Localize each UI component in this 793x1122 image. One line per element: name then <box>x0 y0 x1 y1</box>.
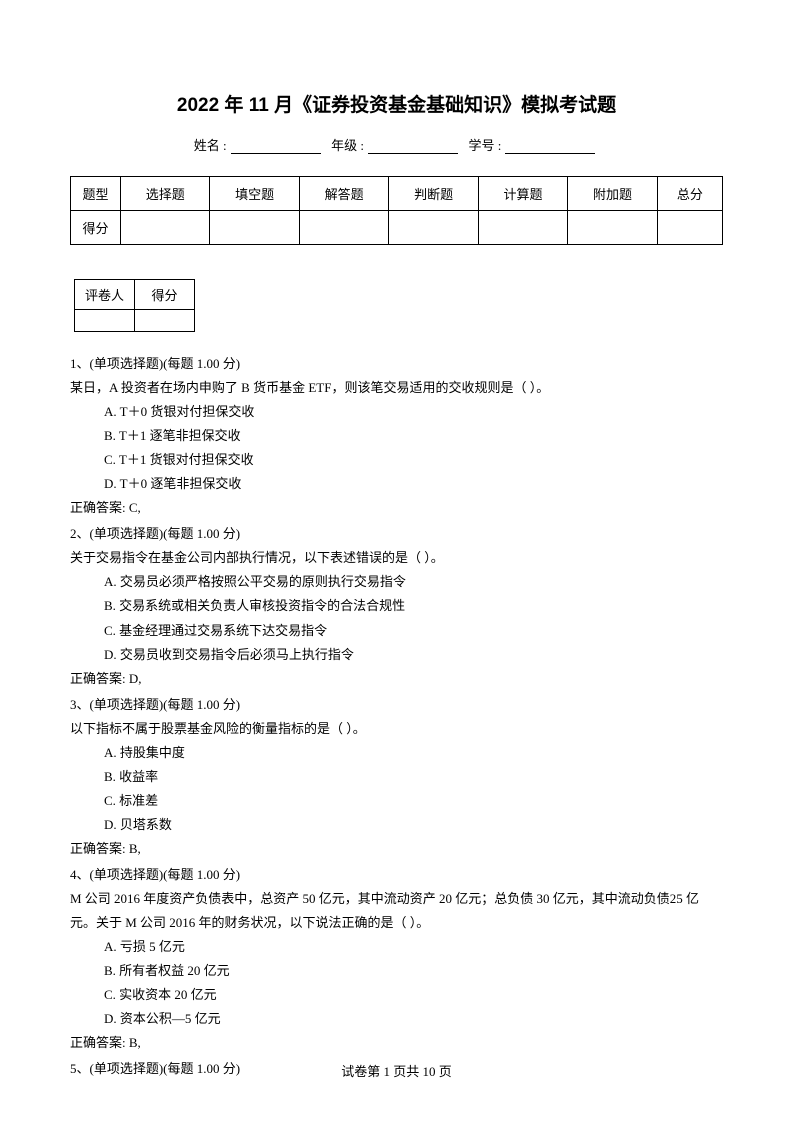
question-header: 4、(单项选择题)(每题 1.00 分) <box>70 863 723 887</box>
score-cell[interactable] <box>389 211 478 245</box>
name-label: 姓名 : <box>194 138 227 153</box>
question-option: D. 资本公积—5 亿元 <box>70 1007 723 1031</box>
questions-container: 1、(单项选择题)(每题 1.00 分)某日，A 投资者在场内申购了 B 货币基… <box>70 352 723 1081</box>
table-row: 得分 <box>71 211 723 245</box>
col-header: 填空题 <box>210 177 299 211</box>
score-cell[interactable] <box>299 211 388 245</box>
question-stem: 关于交易指令在基金公司内部执行情况，以下表述错误的是（ ）。 <box>70 546 723 570</box>
question-block: 1、(单项选择题)(每题 1.00 分)某日，A 投资者在场内申购了 B 货币基… <box>70 352 723 520</box>
score-table: 题型 选择题 填空题 解答题 判断题 计算题 附加题 总分 得分 <box>70 176 723 245</box>
col-header: 附加题 <box>568 177 657 211</box>
question-option: B. 所有者权益 20 亿元 <box>70 959 723 983</box>
name-blank[interactable] <box>231 140 321 154</box>
question-option: A. 亏损 5 亿元 <box>70 935 723 959</box>
question-stem: 某日，A 投资者在场内申购了 B 货币基金 ETF，则该笔交易适用的交收规则是（… <box>70 376 723 400</box>
grader-table: 评卷人 得分 <box>74 279 195 332</box>
score-cell[interactable] <box>568 211 657 245</box>
question-stem: M 公司 2016 年度资产负债表中，总资产 50 亿元，其中流动资产 20 亿… <box>70 887 723 935</box>
score-cell[interactable] <box>121 211 210 245</box>
question-block: 2、(单项选择题)(每题 1.00 分)关于交易指令在基金公司内部执行情况，以下… <box>70 522 723 690</box>
grader-cell[interactable] <box>75 310 135 332</box>
question-option: D. 交易员收到交易指令后必须马上执行指令 <box>70 643 723 667</box>
col-header: 总分 <box>657 177 722 211</box>
question-header: 3、(单项选择题)(每题 1.00 分) <box>70 693 723 717</box>
col-header: 判断题 <box>389 177 478 211</box>
row-type-label: 题型 <box>71 177 121 211</box>
question-answer: 正确答案: C, <box>70 496 723 520</box>
question-option: A. 交易员必须严格按照公平交易的原则执行交易指令 <box>70 570 723 594</box>
question-option: B. 收益率 <box>70 765 723 789</box>
grade-blank[interactable] <box>368 140 458 154</box>
question-option: C. T＋1 货银对付担保交收 <box>70 448 723 472</box>
grader-label: 评卷人 <box>75 280 135 310</box>
question-header: 2、(单项选择题)(每题 1.00 分) <box>70 522 723 546</box>
question-option: A. 持股集中度 <box>70 741 723 765</box>
question-block: 3、(单项选择题)(每题 1.00 分)以下指标不属于股票基金风险的衡量指标的是… <box>70 693 723 861</box>
question-stem: 以下指标不属于股票基金风险的衡量指标的是（ ）。 <box>70 717 723 741</box>
question-option: C. 基金经理通过交易系统下达交易指令 <box>70 619 723 643</box>
grader-score-label: 得分 <box>135 280 195 310</box>
grade-label: 年级 : <box>331 138 364 153</box>
col-header: 选择题 <box>121 177 210 211</box>
question-answer: 正确答案: B, <box>70 837 723 861</box>
question-option: B. 交易系统或相关负责人审核投资指令的合法合规性 <box>70 594 723 618</box>
table-row <box>75 310 195 332</box>
table-row: 评卷人 得分 <box>75 280 195 310</box>
row-score-label: 得分 <box>71 211 121 245</box>
question-header: 1、(单项选择题)(每题 1.00 分) <box>70 352 723 376</box>
question-option: A. T＋0 货银对付担保交收 <box>70 400 723 424</box>
question-option: C. 标准差 <box>70 789 723 813</box>
col-header: 解答题 <box>299 177 388 211</box>
question-block: 4、(单项选择题)(每题 1.00 分)M 公司 2016 年度资产负债表中，总… <box>70 863 723 1055</box>
table-row: 题型 选择题 填空题 解答题 判断题 计算题 附加题 总分 <box>71 177 723 211</box>
question-option: C. 实收资本 20 亿元 <box>70 983 723 1007</box>
question-option: D. T＋0 逐笔非担保交收 <box>70 472 723 496</box>
question-option: B. T＋1 逐笔非担保交收 <box>70 424 723 448</box>
score-cell[interactable] <box>657 211 722 245</box>
score-cell[interactable] <box>478 211 567 245</box>
question-option: D. 贝塔系数 <box>70 813 723 837</box>
question-answer: 正确答案: B, <box>70 1031 723 1055</box>
score-cell[interactable] <box>210 211 299 245</box>
page-title: 2022 年 11 月《证券投资基金基础知识》模拟考试题 <box>70 90 723 117</box>
question-answer: 正确答案: D, <box>70 667 723 691</box>
id-label: 学号 : <box>468 138 501 153</box>
page-footer: 试卷第 1 页共 10 页 <box>0 1061 793 1080</box>
grader-score-cell[interactable] <box>135 310 195 332</box>
col-header: 计算题 <box>478 177 567 211</box>
id-blank[interactable] <box>505 140 595 154</box>
student-info-line: 姓名 : 年级 : 学号 : <box>70 135 723 154</box>
